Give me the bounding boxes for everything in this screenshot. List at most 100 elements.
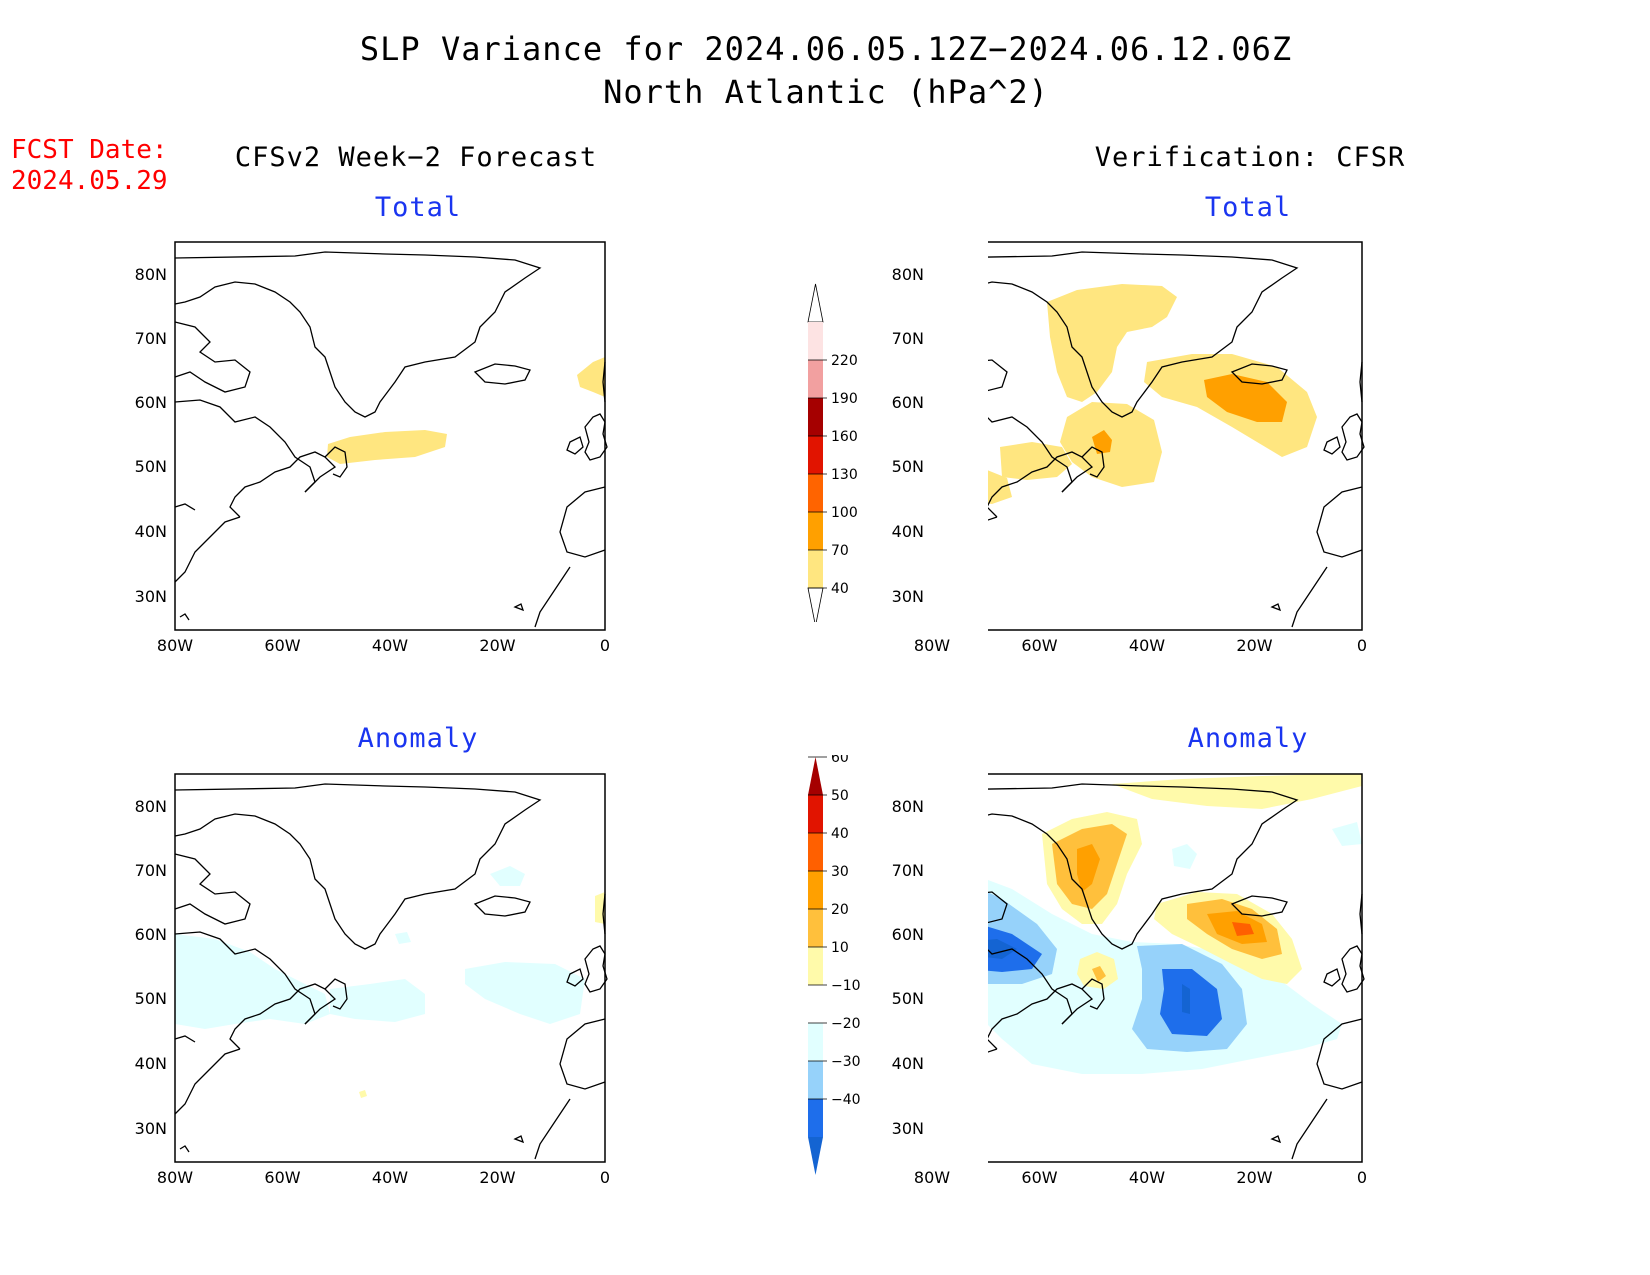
colorbar-total-box [808,322,823,360]
colorbar-total-label: 190 [831,391,858,407]
lon-tick-label: 0 [599,636,611,655]
lat-tick-label: 30N [134,587,167,607]
lat-tick-label: 50N [134,989,167,1009]
verif-total-yellow-north [1047,284,1177,402]
verif-anom-paleyellow-top [1112,774,1362,809]
map-forecast-total [174,241,608,631]
lat-tick-label: 60N [134,393,167,413]
lat-tick-label: 80N [891,796,924,816]
lat-tick-label: 30N [891,1119,924,1139]
colorbar-anomaly-box [808,1061,823,1099]
colorbar-anomaly-label: −20 [831,1016,861,1032]
colorbar-total: 40 70 100 130 160 190 220 [807,283,858,622]
lat-tick-label: 80N [134,796,167,816]
lon-tick-label: 20W [1236,1168,1273,1187]
lat-tick-label: 60N [891,925,924,945]
lon-tick-label: 40W [1128,636,1166,655]
verif-anom-darkblue-west [988,939,1017,959]
verif-anom-darkblue-center [1182,984,1190,1014]
forecast-anom-yellow-dot [359,1090,367,1098]
verif-anom-lightorange-center [1092,966,1106,982]
colorbar-anomaly-label: 40 [831,826,849,842]
lat-tick-label: 80N [134,264,167,284]
colorbar-total-box [808,436,823,474]
colorbar-anomaly-box [808,1099,823,1137]
forecast-date-value: 2024.05.29 [11,166,168,196]
verif-anom-orange-north [1077,844,1100,892]
forecast-total-contour-40 [327,430,447,464]
lon-tick-label: 0 [1356,1168,1368,1187]
lon-tick-label: 20W [1236,636,1273,655]
colorbar-total-label: 40 [831,581,849,597]
left-column-title: CFSv2 Week−2 Forecast [234,142,598,173]
colorbar-total-label: 70 [831,543,849,559]
lon-tick-label: 80W [156,636,194,655]
forecast-anom-cyan-west [175,934,330,1029]
colorbar-total-upper-arrow [807,283,824,323]
verif-total-orange-center [1092,430,1112,454]
forecast-anom-cyan-north [490,866,525,886]
verif-total-yellow-west [1000,442,1072,480]
top-right-panel-title: Total [1204,192,1292,223]
colorbar-anomaly-label: 20 [831,902,849,918]
verif-anom-lightcyan-ne [1332,822,1362,846]
lon-tick-label: 80W [913,636,951,655]
colorbar-total-box [808,360,823,398]
colorbar-anomaly-box [808,909,823,947]
colorbar-anomaly-box [808,795,823,833]
lat-tick-label: 70N [891,861,924,880]
lat-tick-label: 50N [134,457,167,477]
colorbar-total-label: 220 [831,353,858,369]
colorbar-anomaly-label: −40 [831,1092,861,1108]
lat-tick-label: 70N [134,861,167,880]
lon-tick-label: 20W [479,1168,516,1187]
lat-tick-label: 70N [891,329,924,348]
colorbar-anomaly-box [808,833,823,871]
lon-tick-label: 60W [264,636,301,655]
lon-tick-label: 80W [913,1168,951,1187]
lat-tick-label: 30N [134,1119,167,1139]
colorbar-total-box [808,512,823,550]
lat-tick-label: 60N [134,925,167,945]
colorbar-anomaly-label: −10 [831,978,861,994]
colorbar-anomaly-label: 50 [831,788,849,804]
colorbar-anomaly-lower-arrow [808,1137,823,1175]
lon-tick-label: 60W [1021,1168,1058,1187]
colorbar-anomaly: −40 −30 −20 −10 10 20 30 40 50 60 [808,755,861,1175]
colorbar-anomaly-box [808,947,823,985]
verif-anom-lightcyan-north [1172,844,1197,869]
colorbar-anomaly-box [808,871,823,909]
bottom-left-panel-title: Anomaly [357,723,479,754]
forecast-anom-cyan-center [330,979,425,1022]
colorbar-anomaly-box [808,985,823,1023]
right-column-title: Verification: CFSR [1094,142,1406,173]
colorbar-total-label: 160 [831,429,858,445]
colorbar-total-box [808,550,823,588]
colorbar-total-box [808,398,823,436]
lat-tick-label: 50N [891,989,924,1009]
bottom-right-panel-title: Anomaly [1187,723,1309,754]
lat-tick-label: 40N [134,522,167,542]
lat-tick-label: 30N [891,587,924,607]
forecast-date-label: FCST Date: [11,135,168,165]
forecast-anom-yellow-edge [595,892,605,924]
lon-tick-label: 0 [1356,636,1368,655]
lon-tick-label: 60W [1021,636,1058,655]
map-verification-anomaly [988,773,1365,1163]
lat-tick-label: 80N [891,264,924,284]
map-verification-total [988,241,1365,631]
colorbar-anomaly-upper-arrow [808,757,823,795]
colorbar-total-lower-arrow [807,587,824,622]
colorbar-total-label: 100 [831,505,858,521]
colorbar-anomaly-box [808,1023,823,1061]
top-left-panel-title: Total [374,192,462,223]
main-title-line2: North Atlantic (hPa^2) [603,73,1049,111]
colorbar-anomaly-label: 30 [831,864,849,880]
forecast-anom-cyan-east [465,962,585,1024]
main-title-line1: SLP Variance for 2024.06.05.12Z−2024.06.… [359,30,1293,68]
lon-tick-label: 40W [371,636,409,655]
forecast-anom-cyan-small [395,932,411,944]
verif-total-orange-east [1204,374,1287,422]
lat-tick-label: 60N [891,393,924,413]
lat-tick-label: 40N [891,1054,924,1074]
